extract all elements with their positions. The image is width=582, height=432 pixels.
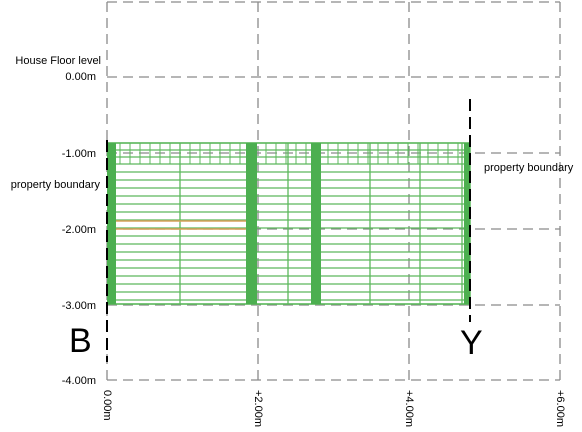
fence-posts: [107, 143, 470, 304]
marker-end-label: Y: [460, 324, 483, 362]
fence-outline: [107, 142, 471, 305]
x-label-2m: +2.00m: [252, 390, 264, 427]
y-label-minus-3m: -3.00m: [62, 300, 96, 312]
x-label-0m: 0.00m: [101, 390, 113, 421]
marker-start-label: B: [69, 322, 92, 360]
y-label-minus-4m: -4.00m: [62, 375, 96, 387]
boundary-label-right: property boundary: [484, 162, 574, 174]
floor-level-title: House Floor level: [15, 55, 101, 67]
grid: [106, 1, 561, 381]
x-label-6m: +6.00m: [554, 390, 566, 427]
y-label-minus-2m: -2.00m: [62, 224, 96, 236]
fence-post-2: [246, 143, 257, 304]
fence-horizontal-rails: [108, 142, 470, 305]
fence-post-3: [311, 143, 321, 304]
x-label-4m: +4.00m: [403, 390, 415, 427]
boundary-lines: [106, 99, 471, 362]
y-label-minus-1m: -1.00m: [62, 148, 96, 160]
floor-level-value: 0.00m: [65, 71, 96, 83]
fence-post-right: [464, 143, 470, 304]
fence-elevation: [107, 142, 471, 305]
fence-post-left: [107, 143, 116, 304]
boundary-label-left: property boundary: [11, 179, 101, 191]
fence-vertical-studs: [179, 143, 463, 304]
fence-bracing: [116, 220, 246, 230]
fence-lattice-band: [119, 143, 459, 164]
